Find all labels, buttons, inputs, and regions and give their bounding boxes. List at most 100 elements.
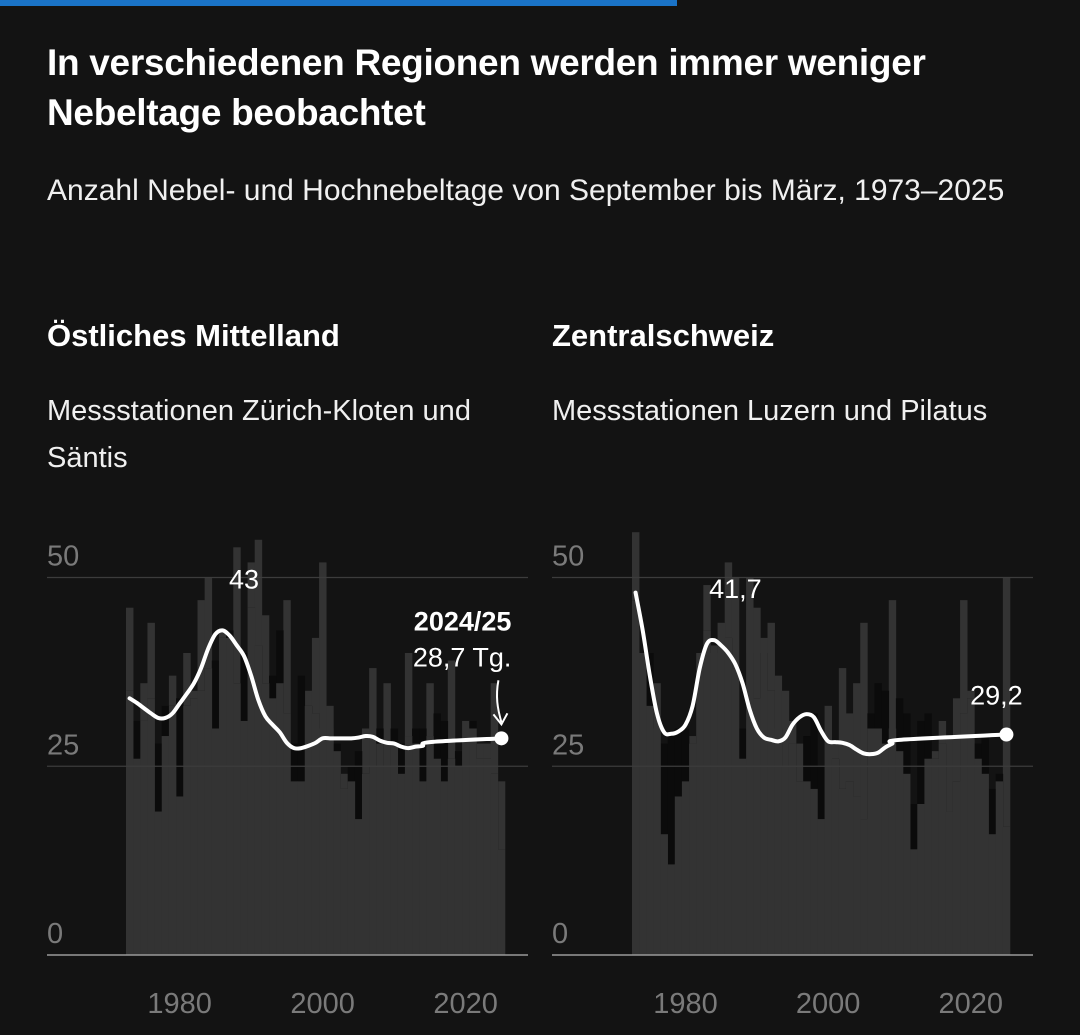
bar-base-oestliches-mittelland-2012 bbox=[404, 736, 413, 955]
x-tick-label-1980: 1980 bbox=[147, 988, 212, 1020]
y-tick-label-50: 50 bbox=[552, 541, 584, 573]
bar-base-oestliches-mittelland-1975 bbox=[140, 720, 148, 955]
bar-base-zentralschweiz-2022 bbox=[981, 773, 989, 955]
bar-base-oestliches-mittelland-2000 bbox=[319, 728, 327, 955]
bar-base-oestliches-mittelland-2021 bbox=[469, 728, 477, 955]
bar-base-oestliches-mittelland-2006 bbox=[361, 773, 370, 955]
bar-base-oestliches-mittelland-2019 bbox=[454, 766, 463, 955]
bar-base-zentralschweiz-2024 bbox=[995, 781, 1004, 955]
bar-base-oestliches-mittelland-1979 bbox=[168, 705, 177, 955]
bar-base-oestliches-mittelland-1984 bbox=[204, 668, 213, 955]
reading-progress-track bbox=[0, 0, 1080, 6]
panel-title-zentralschweiz: Zentralschweiz bbox=[552, 318, 775, 353]
bar-base-oestliches-mittelland-1977 bbox=[154, 811, 163, 955]
end-label-value: 28,7 Tg. bbox=[413, 642, 512, 672]
bar-base-oestliches-mittelland-2007 bbox=[369, 766, 377, 955]
bar-base-zentralschweiz-2017 bbox=[945, 811, 954, 955]
bar-base-oestliches-mittelland-1998 bbox=[304, 705, 313, 955]
end-label-year: 2024/25 bbox=[414, 606, 512, 636]
bar-base-zentralschweiz-1978 bbox=[667, 864, 676, 955]
bar-base-oestliches-mittelland-2020 bbox=[462, 728, 470, 955]
end-arrow-shaft bbox=[495, 680, 503, 723]
bar-base-zentralschweiz-2014 bbox=[924, 758, 932, 955]
bar-base-zentralschweiz-1987 bbox=[731, 668, 740, 955]
y-tick-label-50: 50 bbox=[47, 541, 79, 573]
bar-base-oestliches-mittelland-1993 bbox=[269, 698, 277, 955]
bar-base-zentralschweiz-2012 bbox=[910, 849, 918, 955]
chart-title: In verschiedenen Regionen werden immer w… bbox=[47, 42, 926, 133]
bar-base-zentralschweiz-2002 bbox=[838, 788, 847, 955]
bar-base-oestliches-mittelland-1973 bbox=[126, 690, 134, 955]
bar-base-zentralschweiz-1973 bbox=[632, 600, 640, 955]
bar-base-zentralschweiz-2000 bbox=[824, 705, 832, 955]
bar-base-oestliches-mittelland-2005 bbox=[354, 819, 363, 955]
bar-base-zentralschweiz-1986 bbox=[724, 637, 733, 955]
bar-base-zentralschweiz-1983 bbox=[703, 630, 711, 955]
bar-base-zentralschweiz-2006 bbox=[867, 728, 875, 955]
bar-base-oestliches-mittelland-2004 bbox=[347, 781, 356, 955]
bar-base-zentralschweiz-1992 bbox=[767, 690, 775, 955]
x-tick-label-2020: 2020 bbox=[433, 988, 498, 1020]
bar-zentralschweiz-1978-s1 bbox=[667, 736, 676, 955]
end-arrow-head-icon bbox=[492, 712, 509, 727]
bar-base-oestliches-mittelland-1981 bbox=[183, 705, 191, 955]
bar-base-oestliches-mittelland-1987 bbox=[226, 637, 234, 955]
bar-base-zentralschweiz-1975 bbox=[646, 705, 654, 955]
panel-title-oestliches-mittelland: Östliches Mittelland bbox=[47, 318, 340, 353]
bar-base-oestliches-mittelland-1996 bbox=[290, 781, 298, 955]
bar-base-oestliches-mittelland-1991 bbox=[254, 645, 263, 955]
bar-base-oestliches-mittelland-1986 bbox=[218, 637, 227, 955]
trend-line-oestliches-mittelland bbox=[127, 628, 504, 751]
bar-base-oestliches-mittelland-1997 bbox=[297, 781, 306, 955]
bar-base-oestliches-mittelland-1994 bbox=[276, 683, 284, 955]
bar-base-oestliches-mittelland-2023 bbox=[483, 758, 491, 955]
y-tick-label-0: 0 bbox=[47, 918, 63, 950]
x-tick-label-2000: 2000 bbox=[796, 988, 861, 1020]
bar-base-zentralschweiz-1998 bbox=[810, 788, 818, 955]
bar-base-oestliches-mittelland-1978 bbox=[161, 736, 170, 955]
panel-subtitle-oestliches-mittelland: Messstationen Zürich-Kloten und Säntis bbox=[47, 395, 471, 474]
bar-base-oestliches-mittelland-1985 bbox=[211, 728, 220, 955]
bar-base-oestliches-mittelland-2009 bbox=[383, 766, 391, 955]
bar-base-zentralschweiz-1994 bbox=[781, 766, 790, 955]
bar-zentralschweiz-2005-s0 bbox=[860, 622, 868, 955]
bar-base-zentralschweiz-1974 bbox=[639, 653, 647, 955]
bar-base-oestliches-mittelland-2008 bbox=[376, 743, 384, 955]
bar-base-zentralschweiz-2008 bbox=[881, 743, 890, 955]
bar-base-zentralschweiz-2009 bbox=[888, 728, 897, 955]
bar-base-oestliches-mittelland-2015 bbox=[426, 736, 434, 955]
bar-base-oestliches-mittelland-1976 bbox=[147, 698, 155, 955]
bar-base-oestliches-mittelland-1990 bbox=[247, 607, 256, 955]
bar-base-oestliches-mittelland-2016 bbox=[433, 758, 441, 955]
bar-base-zentralschweiz-1981 bbox=[689, 743, 697, 955]
chart-panel-zentralschweiz: 0 25 50 1980 2000 2020 41,7 29,2 bbox=[552, 532, 1033, 1020]
peak-label-oestliches-mittelland: 43 bbox=[229, 564, 259, 594]
bar-base-oestliches-mittelland-1980 bbox=[176, 796, 184, 955]
bar-base-zentralschweiz-1991 bbox=[760, 653, 768, 955]
bar-base-oestliches-mittelland-2013 bbox=[412, 743, 420, 955]
bar-base-oestliches-mittelland-2011 bbox=[397, 773, 406, 955]
bar-base-zentralschweiz-2021 bbox=[974, 758, 982, 955]
bar-base-oestliches-mittelland-2017 bbox=[440, 781, 449, 955]
bar-base-oestliches-mittelland-2003 bbox=[340, 788, 348, 955]
bar-base-zentralschweiz-2019 bbox=[960, 713, 968, 955]
bar-base-zentralschweiz-2023 bbox=[988, 834, 997, 955]
bar-base-oestliches-mittelland-1992 bbox=[261, 683, 270, 955]
trend-line-zentralschweiz bbox=[633, 590, 1009, 757]
bar-base-zentralschweiz-2025 bbox=[1002, 826, 1011, 955]
chart-panel-oestliches-mittelland: 0 25 50 1980 2000 2020 43 2024/25 28,7 Tg. bbox=[47, 539, 528, 1020]
bar-base-oestliches-mittelland-2002 bbox=[333, 751, 341, 955]
bar-base-zentralschweiz-1996 bbox=[796, 781, 804, 955]
bar-base-zentralschweiz-2011 bbox=[903, 773, 911, 955]
bar-base-oestliches-mittelland-2024 bbox=[490, 773, 499, 955]
x-tick-label-1980: 1980 bbox=[653, 988, 718, 1020]
bar-base-zentralschweiz-2015 bbox=[931, 758, 939, 955]
y-tick-label-0: 0 bbox=[552, 918, 568, 950]
bar-base-zentralschweiz-1984 bbox=[710, 653, 718, 955]
bar-base-oestliches-mittelland-1999 bbox=[311, 713, 320, 955]
bar-base-zentralschweiz-1997 bbox=[803, 781, 811, 955]
bar-base-zentralschweiz-2018 bbox=[952, 781, 961, 955]
bar-base-oestliches-mittelland-2010 bbox=[390, 743, 399, 955]
bar-base-oestliches-mittelland-2022 bbox=[476, 758, 484, 955]
